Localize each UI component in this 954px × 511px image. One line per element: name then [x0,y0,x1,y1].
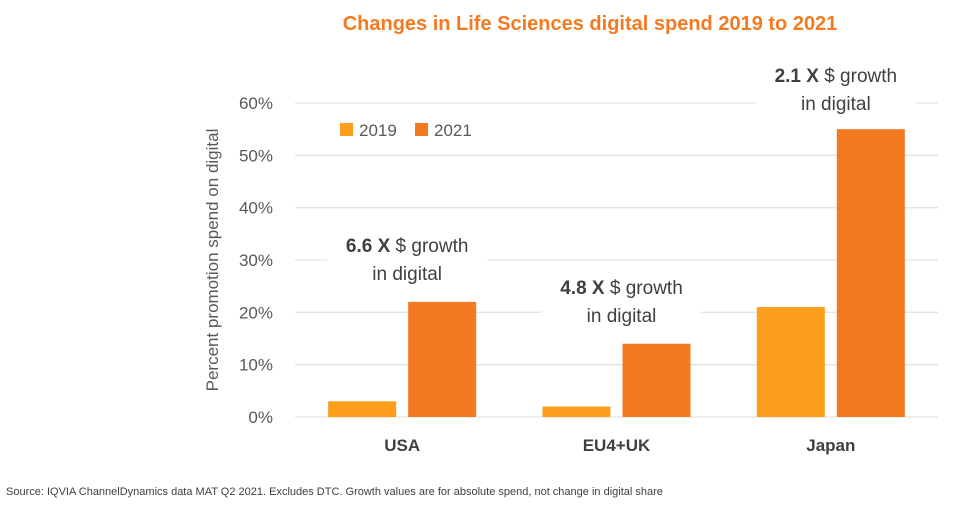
bars [328,129,905,417]
bar-usa-2019 [328,401,397,417]
annotation-growth-text: $ growth [819,66,897,87]
bar-japan-2021 [836,129,905,417]
y-tick-label: 20% [239,303,273,322]
source-note: Source: IQVIA ChannelDynamics data MAT Q… [6,486,663,498]
x-category-label: USA [384,436,420,455]
annotations: 6.6 X $ growth in digital 4.8 X $ growth in… [327,60,916,330]
annotation-multiplier: 2.1 X [775,66,820,87]
annotation-growth-text: $ growth [605,278,683,299]
annotation-line-1: 2.1 X $ growth [775,66,898,87]
x-axis-categories: USA EU4+UK Japan [384,436,855,455]
annotation-japan: 2.1 X $ growth in digital [755,60,916,118]
annotation-multiplier: 4.8 X [560,278,605,299]
y-tick-label: 30% [239,251,273,270]
y-tick-label: 0% [248,408,273,427]
annotation-line-1: 6.6 X $ growth [346,236,469,257]
annotation-line-1: 4.8 X $ growth [560,278,683,299]
annotation-line-2: in digital [801,94,871,115]
y-tick-label: 50% [239,146,273,165]
y-tick-label: 60% [239,94,273,113]
x-category-label: Japan [806,436,855,455]
bar-eu4-uk-2021 [622,343,691,417]
legend-swatch-2019 [340,123,353,136]
annotation-multiplier: 6.6 X [346,236,391,257]
annotation-background [541,272,702,330]
y-axis-ticks: 0% 10% 20% 30% 40% 50% 60% [239,94,273,427]
legend-swatch-2021 [415,123,428,136]
y-axis-label: Percent promotion spend on digital [203,129,222,392]
bar-usa-2021 [408,301,477,417]
legend: 2019 2021 [340,121,472,140]
legend-label-2021: 2021 [434,121,472,140]
legend-label-2019: 2019 [359,121,397,140]
x-category-label: EU4+UK [583,436,651,455]
annotation-background [327,230,488,288]
y-tick-label: 10% [239,356,273,375]
bar-japan-2019 [756,307,825,417]
annotation-usa: 6.6 X $ growth in digital [327,230,488,288]
annotation-growth-text: $ growth [390,236,468,257]
annotation-line-2: in digital [587,306,657,327]
annotation-eu4-uk: 4.8 X $ growth in digital [541,272,702,330]
bar-eu4-uk-2019 [542,406,611,417]
y-tick-label: 40% [239,199,273,218]
chart-title: Changes in Life Sciences digital spend 2… [343,13,838,35]
annotation-background [755,60,916,118]
annotation-line-2: in digital [372,264,442,285]
